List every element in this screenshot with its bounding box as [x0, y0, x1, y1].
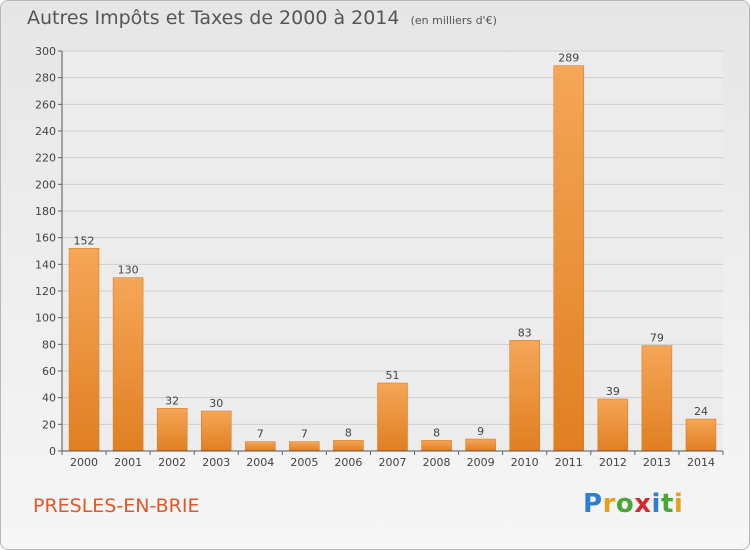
data-label: 24 [694, 405, 708, 418]
y-tick-label: 220 [35, 152, 56, 165]
bar [377, 382, 408, 452]
y-tick-label: 240 [35, 125, 56, 138]
data-label: 8 [433, 426, 440, 439]
bar [641, 345, 673, 452]
bar [112, 277, 144, 452]
x-tick-label: 2003 [202, 456, 230, 469]
proxiti-logo[interactable]: Proxiti [583, 489, 684, 519]
data-label: 289 [558, 52, 579, 65]
chart-title-block: Autres Impôts et Taxes de 2000 à 2014 (e… [27, 7, 497, 29]
y-tick-label: 280 [35, 72, 56, 85]
bars [68, 65, 717, 452]
data-label: 32 [165, 394, 179, 407]
x-tick-label: 2008 [423, 456, 451, 469]
y-tick-label: 20 [42, 418, 56, 431]
x-tick-label: 2010 [511, 456, 539, 469]
bar [156, 408, 188, 452]
data-label: 9 [477, 425, 484, 438]
bar [421, 440, 452, 452]
data-label: 8 [345, 426, 352, 439]
chart-subtitle: (en milliers d'€) [410, 14, 497, 27]
y-tick-label: 120 [35, 285, 56, 298]
y-tick-label: 40 [42, 392, 56, 405]
y-tick-label: 300 [35, 45, 56, 58]
data-labels: 152 130 32 30 7 7 8 51 8 9 83 289 39 79 24 [74, 52, 708, 441]
y-tick-label: 80 [42, 338, 56, 351]
bar [465, 438, 496, 452]
data-label: 7 [257, 428, 264, 441]
bar [289, 441, 320, 452]
x-tick-label: 2000 [70, 456, 98, 469]
y-tick-label: 180 [35, 205, 56, 218]
y-tick-label: 100 [35, 312, 56, 325]
bar [553, 65, 585, 452]
x-tick-label: 2004 [246, 456, 274, 469]
y-tick-label: 160 [35, 232, 56, 245]
y-tick-label: 60 [42, 365, 56, 378]
chart-title: Autres Impôts et Taxes de 2000 à 2014 [27, 7, 400, 29]
bar [333, 440, 364, 452]
x-tick-label: 2011 [555, 456, 583, 469]
data-label: 30 [209, 397, 223, 410]
y-tick-label: 0 [49, 445, 56, 458]
y-tick-label: 140 [35, 258, 56, 271]
data-label: 39 [606, 385, 620, 398]
x-tick-label: 2014 [687, 456, 715, 469]
data-label: 7 [301, 428, 308, 441]
y-tick-label: 200 [35, 178, 56, 191]
y-tick-label: 260 [35, 98, 56, 111]
data-label: 152 [74, 234, 95, 247]
bar [200, 410, 232, 452]
bar [245, 441, 276, 452]
grid-lines [62, 50, 723, 452]
x-tick-label: 2002 [158, 456, 186, 469]
x-tick-label: 2001 [114, 456, 142, 469]
bar [685, 418, 717, 452]
x-tick-labels: 2000 2001 2002 2003 2004 2005 2006 2007 2008 2009… [61, 451, 724, 469]
city-name: PRESLES-EN-BRIE [33, 495, 200, 517]
x-tick-label: 2013 [643, 456, 671, 469]
bar [68, 248, 100, 452]
data-label: 51 [386, 369, 400, 382]
data-label: 83 [518, 326, 532, 339]
bar [597, 398, 629, 452]
axes [61, 51, 723, 452]
data-label: 130 [118, 264, 139, 277]
x-tick-label: 2012 [599, 456, 627, 469]
x-tick-label: 2007 [379, 456, 407, 469]
y-tick-labels: 0 20 40 60 80 100 120 140 160 180 200 220 240 260 280 3… [35, 45, 62, 458]
x-tick-label: 2006 [334, 456, 362, 469]
x-tick-label: 2009 [467, 456, 495, 469]
x-tick-label: 2005 [290, 456, 318, 469]
data-label: 79 [650, 332, 664, 345]
bar [509, 340, 540, 452]
